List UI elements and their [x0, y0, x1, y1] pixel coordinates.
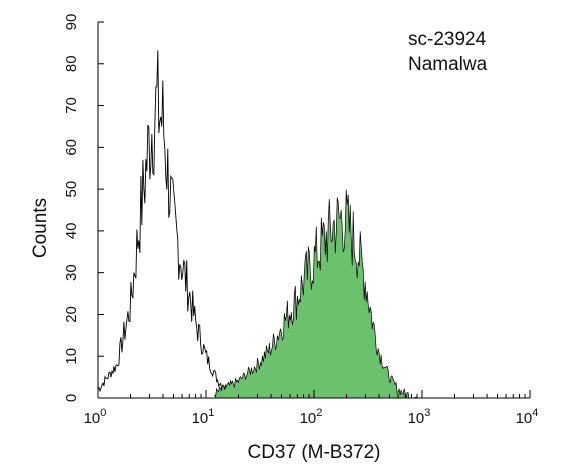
- x-tick-exponent: 0: [100, 407, 106, 419]
- x-axis-title: CD37 (M-B372): [247, 442, 380, 463]
- x-tick-label: 101: [192, 407, 215, 427]
- series-filled-outline: [214, 189, 418, 399]
- plot-area: [97, 50, 418, 399]
- x-tick-base: 10: [192, 410, 209, 427]
- y-tick-label: 20: [63, 306, 80, 323]
- y-tick-label: 10: [63, 348, 80, 365]
- series-outline-line: [97, 50, 258, 399]
- y-axis-title: Counts: [30, 198, 51, 258]
- x-tick-label: 103: [408, 407, 431, 427]
- y-tick-label: 30: [63, 264, 80, 281]
- x-tick-base: 10: [408, 410, 425, 427]
- x-tick-exponent: 1: [208, 407, 214, 419]
- y-tick-label: 60: [63, 139, 80, 156]
- x-tick-exponent: 3: [424, 407, 430, 419]
- x-tick-label: 104: [516, 407, 539, 427]
- annotation-antibody: sc-23924: [408, 29, 487, 50]
- series-filled-area: [214, 189, 418, 398]
- x-tick-label: 100: [84, 407, 107, 427]
- x-tick-base: 10: [516, 410, 533, 427]
- y-tick-label: 50: [63, 181, 80, 198]
- x-tick-exponent: 4: [532, 407, 538, 419]
- x-tick-base: 10: [84, 410, 101, 427]
- annotation-cell-line: Namalwa: [408, 54, 488, 75]
- x-tick-base: 10: [300, 410, 317, 427]
- y-tick-label: 0: [63, 394, 80, 402]
- x-axis-ticks: 100 101 102 103 104: [84, 390, 539, 427]
- y-tick-label: 80: [63, 55, 80, 72]
- x-tick-label: 102: [300, 407, 323, 427]
- y-tick-label: 40: [63, 223, 80, 240]
- y-tick-label: 90: [63, 14, 80, 31]
- x-tick-exponent: 2: [316, 407, 322, 419]
- y-tick-label: 70: [63, 97, 80, 114]
- y-axis-ticks: 0 10 20 30 40 50 60 70 80 90: [63, 14, 104, 402]
